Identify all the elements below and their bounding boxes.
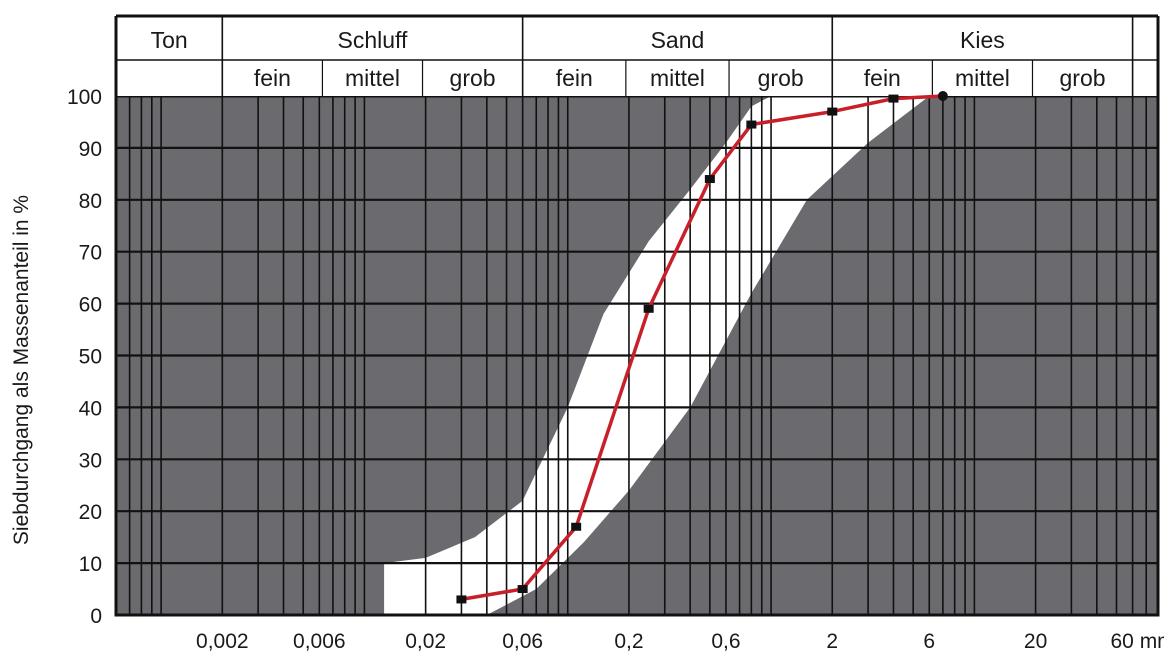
x-tick-label: 0,2	[614, 630, 643, 653]
subclass-label-mittel: mittel	[345, 65, 400, 91]
data-point	[937, 91, 948, 101]
data-point	[571, 522, 582, 531]
axis-ticks: 0 10 20 30 40 50 60 70 80 90 100 0,002 0,006 0,02 0,06…	[67, 86, 1164, 653]
y-tick-label: 20	[79, 501, 102, 524]
x-tick-label: 0,06	[502, 630, 543, 653]
x-tick-label: 0,006	[293, 630, 346, 653]
y-tick-label: 50	[79, 346, 102, 369]
subclass-label-grob: grob	[1060, 65, 1106, 91]
data-point	[704, 175, 715, 184]
y-tick-label: 10	[79, 553, 102, 576]
series-layer	[456, 91, 948, 604]
subclass-label-grob: grob	[758, 65, 804, 91]
x-tick-label: 2	[826, 630, 838, 653]
y-tick-label: 40	[79, 397, 102, 420]
subclass-label-fein: fein	[864, 65, 901, 91]
x-tick-label: 6	[923, 630, 935, 653]
class-label-sand: Sand	[651, 27, 705, 53]
data-point	[746, 120, 757, 129]
data-point	[827, 107, 838, 116]
class-label-ton: Ton	[151, 27, 188, 53]
y-tick-label: 70	[79, 242, 102, 265]
y-tick-label: 30	[79, 449, 102, 472]
subclass-label-fein: fein	[556, 65, 593, 91]
x-tick-label: 60 mm	[1111, 630, 1164, 653]
class-label-schluff: Schluff	[338, 27, 409, 53]
subclass-label-fein: fein	[254, 65, 291, 91]
header-bg	[116, 16, 1158, 96]
x-tick-label: 0,6	[711, 630, 740, 653]
subclass-label-mittel: mittel	[650, 65, 705, 91]
y-tick-label: 60	[79, 294, 102, 317]
y-tick-label: 80	[79, 190, 102, 213]
data-point	[888, 94, 899, 103]
class-label-kies: Kies	[960, 27, 1005, 53]
y-tick-label: 90	[79, 138, 102, 161]
data-point	[643, 304, 654, 313]
subclass-label-mittel: mittel	[955, 65, 1010, 91]
y-tick-label: 100	[67, 86, 102, 109]
y-axis-label: Siebdurchgang als Massenanteil in %	[10, 195, 33, 545]
soil-class-header: Ton Schluff fein mittel grob Sand fein mittel gr…	[114, 14, 1160, 96]
data-point	[456, 595, 467, 604]
data-point	[517, 585, 528, 594]
x-tick-label: 0,02	[405, 630, 446, 653]
x-tick-label: 0,002	[196, 630, 249, 653]
x-tick-label: 20	[1024, 630, 1047, 653]
subclass-label-grob: grob	[450, 65, 496, 91]
y-tick-label: 0	[90, 605, 102, 628]
